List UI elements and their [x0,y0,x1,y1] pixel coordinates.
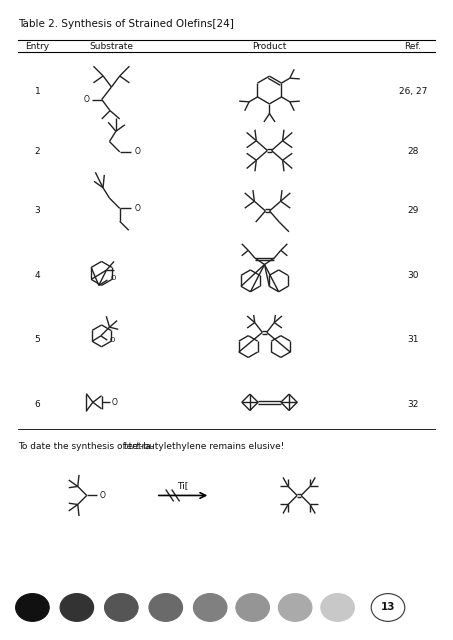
Text: 3: 3 [34,207,40,216]
Text: To date the synthesis of tetra-: To date the synthesis of tetra- [18,442,154,451]
Ellipse shape [278,594,312,621]
Text: 4: 4 [34,271,40,280]
Text: 13: 13 [381,602,395,612]
Text: tert: tert [123,442,140,451]
Text: 28: 28 [407,147,419,156]
Text: -butylethylene remains elusive!: -butylethylene remains elusive! [140,442,284,451]
Ellipse shape [15,594,49,621]
Text: Entry: Entry [25,42,49,51]
Text: 29: 29 [407,207,419,216]
Text: 5: 5 [34,335,40,344]
Text: O: O [135,204,140,213]
Text: O: O [110,337,116,343]
Text: 1: 1 [34,88,40,97]
Text: Table 2. Synthesis of Strained Olefins[24]: Table 2. Synthesis of Strained Olefins[2… [18,19,233,29]
Text: 31: 31 [407,335,419,344]
Text: Product: Product [252,42,287,51]
Text: 30: 30 [407,271,419,280]
Ellipse shape [60,594,94,621]
Text: O: O [84,95,90,104]
Text: 32: 32 [407,400,419,409]
Text: Ref.: Ref. [404,42,421,51]
Text: O: O [110,275,116,281]
Text: O: O [100,491,106,500]
Text: O: O [135,147,140,156]
Text: Ti[: Ti[ [178,481,188,490]
Ellipse shape [371,594,405,621]
Text: 6: 6 [34,400,40,409]
Text: O: O [111,398,117,407]
Ellipse shape [105,594,138,621]
Ellipse shape [236,594,270,621]
Text: Substrate: Substrate [89,42,134,51]
Ellipse shape [149,594,183,621]
Text: 2: 2 [34,147,40,156]
Ellipse shape [193,594,227,621]
Ellipse shape [321,594,354,621]
Text: 26, 27: 26, 27 [399,88,427,97]
